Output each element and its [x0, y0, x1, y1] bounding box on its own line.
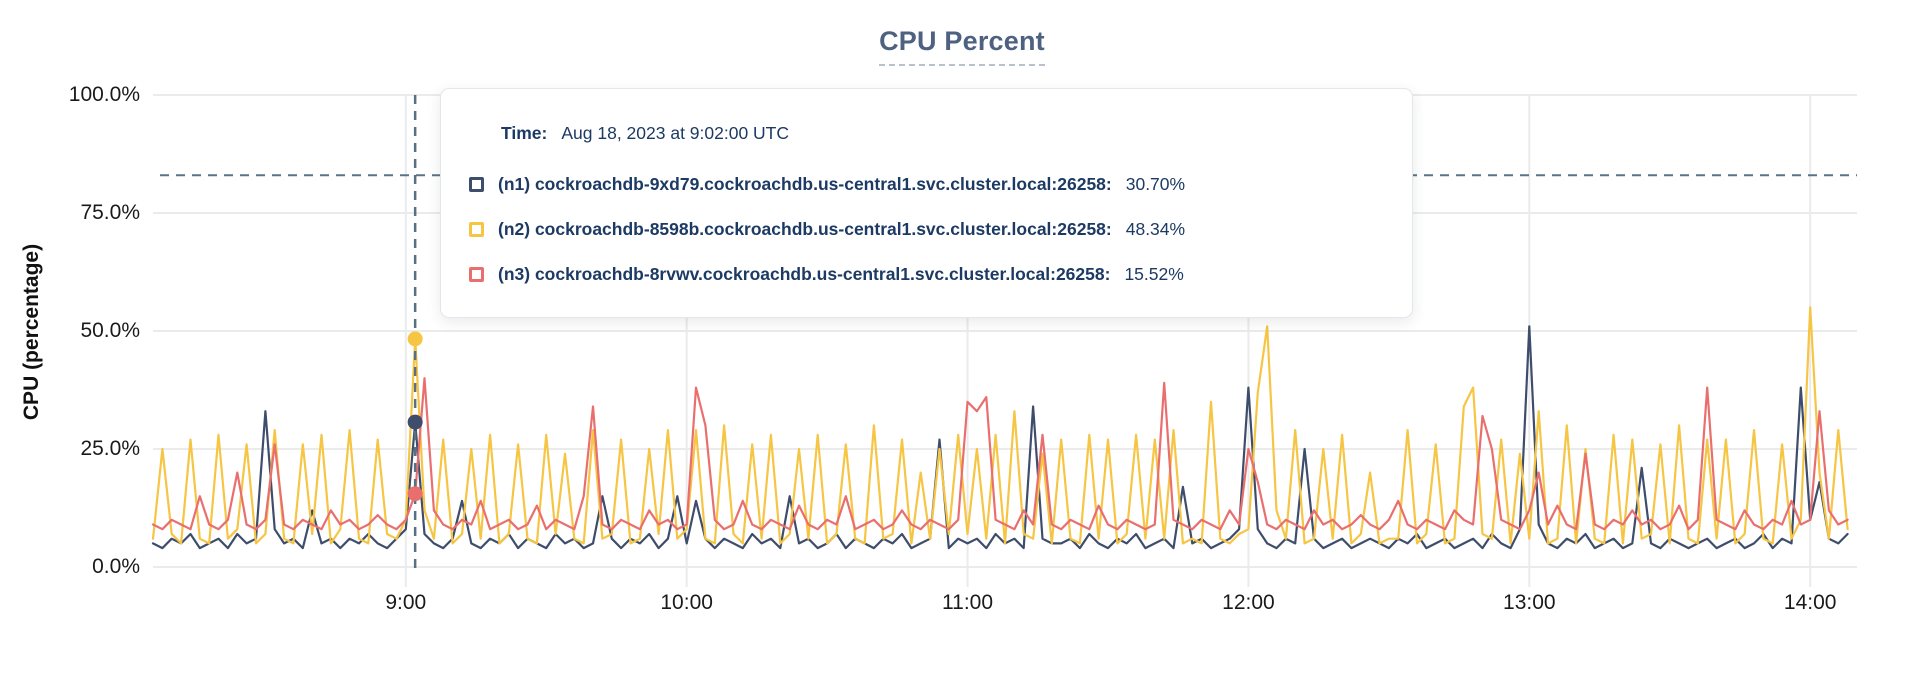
grid-layer: [153, 94, 1857, 587]
chart-title-wrap: CPU Percent: [0, 26, 1924, 66]
chart-title[interactable]: CPU Percent: [879, 26, 1045, 66]
hover-point-n3: [407, 486, 423, 502]
y-tick-label: 50.0%: [80, 319, 140, 342]
tooltip-series-rows: (n1) cockroachdb-9xd79.cockroachdb.us-ce…: [469, 174, 1388, 284]
x-tick-label: 13:00: [1503, 591, 1556, 614]
hover-point-n2: [407, 331, 423, 347]
tooltip-time-value: Aug 18, 2023 at 9:02:00 UTC: [561, 123, 790, 143]
tooltip-time-row: Time: Aug 18, 2023 at 9:02:00 UTC: [501, 123, 1388, 144]
series-line-n3: [151, 377, 1849, 531]
y-tick-label: 0.0%: [92, 555, 140, 578]
y-tick-label: 75.0%: [80, 201, 140, 224]
tooltip-time-prefix: Time:: [501, 123, 548, 143]
tooltip-series-value: 30.70%: [1125, 173, 1186, 194]
tooltip-series-value: 15.52%: [1124, 263, 1184, 284]
tooltip-series-label: (n2) cockroachdb-8598b.cockroachdb.us-ce…: [498, 218, 1112, 239]
series-marker-icon: [469, 176, 484, 192]
tooltip-series-row: (n3) cockroachdb-8rvwv.cockroachdb.us-ce…: [469, 264, 1388, 284]
series-line-n2: [151, 306, 1849, 545]
hover-tooltip: Time: Aug 18, 2023 at 9:02:00 UTC (n1) co…: [440, 88, 1413, 318]
series-marker-icon: [469, 221, 484, 237]
hover-layer: [407, 95, 423, 573]
x-tick-label: 14:00: [1783, 591, 1837, 614]
x-tick-label: 10:00: [660, 591, 713, 614]
series-marker-icon: [469, 266, 484, 282]
y-tick-label: 25.0%: [80, 437, 140, 460]
x-tick-label: 12:00: [1222, 591, 1275, 614]
tooltip-series-row: (n2) cockroachdb-8598b.cockroachdb.us-ce…: [469, 219, 1388, 239]
x-tick-label: 11:00: [942, 591, 994, 614]
series-layer: [151, 306, 1849, 550]
hover-point-n1: [407, 414, 423, 430]
y-tick-label: 100.0%: [68, 83, 140, 106]
x-tick-label: 9:00: [385, 591, 427, 614]
tooltip-series-label: (n1) cockroachdb-9xd79.cockroachdb.us-ce…: [498, 173, 1112, 194]
series-line-n1: [151, 325, 1849, 550]
tooltip-series-value: 48.34%: [1125, 218, 1186, 239]
tooltip-series-row: (n1) cockroachdb-9xd79.cockroachdb.us-ce…: [469, 174, 1388, 194]
tooltip-series-label: (n3) cockroachdb-8rvwv.cockroachdb.us-ce…: [498, 263, 1111, 284]
